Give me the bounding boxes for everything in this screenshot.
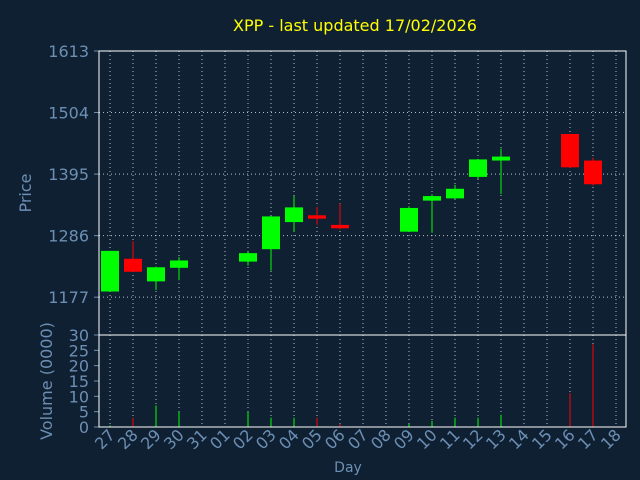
candle-body [262,216,280,250]
volume-bars [109,344,594,427]
day-tick-labels: 2728293031010203040506070809101112131415… [91,425,625,453]
candle-body [239,253,257,262]
candle-body [285,207,303,223]
candle-body [446,188,464,199]
price-tick-labels: 1177 1286 1395 1504 1613 [48,42,99,307]
candle-body [331,224,349,229]
price-tick-label: 1613 [48,42,89,61]
candle-body [124,258,142,272]
volume-tick-label: 15 [69,372,89,391]
candle-body [308,215,326,219]
candle-body [469,159,487,177]
price-tick-label: 1177 [48,288,89,307]
volume-axis-label: Volume (0000) [37,322,56,440]
price-tick-label: 1504 [48,104,89,123]
volume-tick-label: 0 [79,418,89,437]
candle-body [101,250,119,292]
candle-body [492,156,510,161]
chart-title: XPP - last updated 17/02/2026 [233,16,477,35]
candle-body [423,196,441,201]
volume-tick-label: 10 [69,387,89,406]
volume-tick-label: 25 [69,341,89,360]
candle-body [147,267,165,282]
volume-plot-border [98,334,627,428]
day-axis-label: Day [334,460,362,476]
price-axis-label: Price [16,173,35,212]
volume-tick-label: 5 [79,403,89,422]
price-tick-label: 1395 [48,165,89,184]
price-tick-label: 1286 [48,227,89,246]
candle-body [584,160,602,185]
volume-tick-label: 20 [69,357,89,376]
volume-tick-label: 30 [69,326,89,345]
candle-body [400,207,418,232]
candle-body [170,260,188,268]
candle-body [561,133,579,168]
candles [101,133,602,292]
